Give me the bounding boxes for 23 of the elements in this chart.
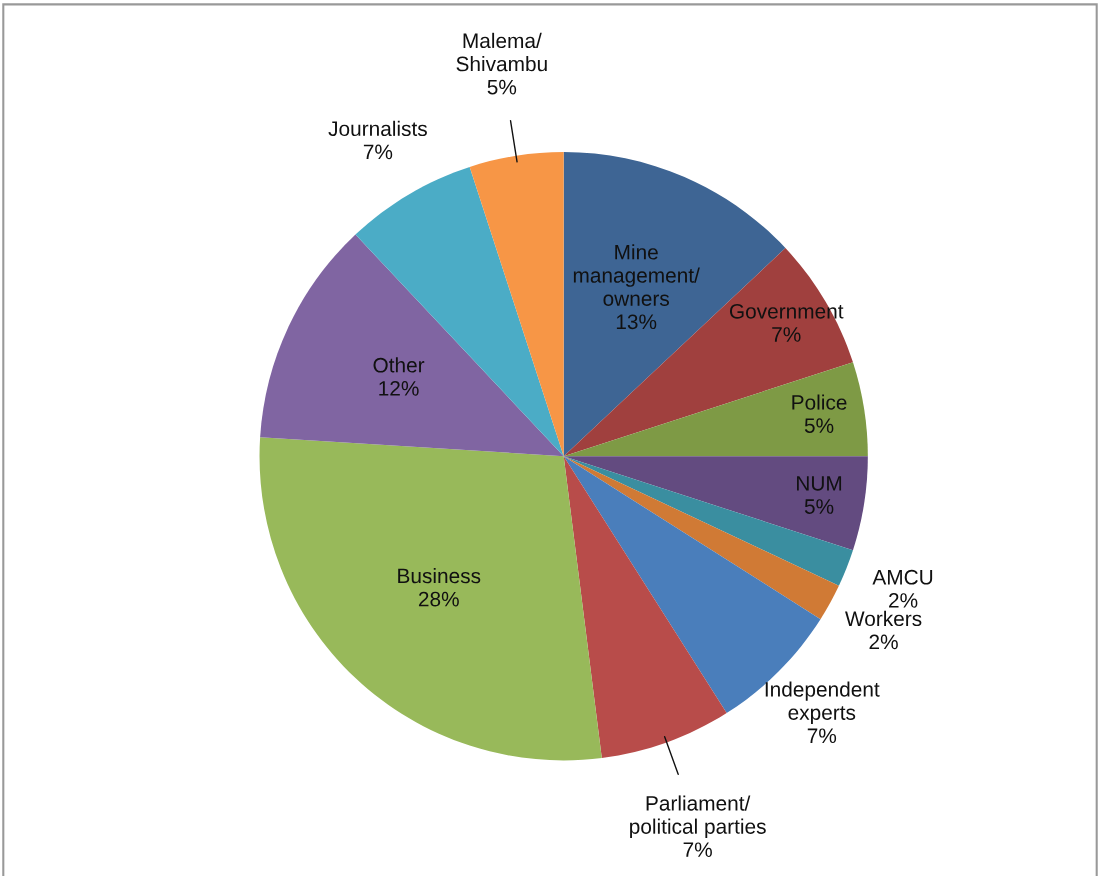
data-label: 5%	[487, 79, 517, 95]
slice-label: Business	[398, 567, 481, 584]
data-label: 28%	[418, 591, 459, 607]
slice-label: Police	[792, 394, 847, 410]
slice-label: Malema/ Shivambu	[456, 32, 547, 72]
slice-label: Parliament/ political parties	[630, 795, 766, 838]
slice-label: Workers	[845, 610, 922, 627]
slice-label: NUM	[797, 476, 842, 491]
data-label: 5%	[804, 499, 834, 514]
slice-label: Journalists	[328, 120, 427, 137]
slice-label: Independent experts	[765, 681, 880, 725]
data-label: 2%	[869, 634, 898, 650]
data-label: 7%	[772, 327, 801, 342]
data-label: 12%	[379, 380, 419, 396]
data-label: 7%	[363, 144, 393, 160]
slice-label: Mine management/ owners	[573, 244, 700, 306]
data-label: 13%	[616, 314, 657, 330]
data-label: 5%	[804, 418, 834, 433]
data-label: 2%	[889, 593, 918, 608]
data-label: 7%	[807, 728, 837, 744]
slice-label: AMCU	[872, 569, 933, 585]
data-label: 7%	[683, 842, 712, 857]
slice-label: Other	[373, 357, 425, 373]
